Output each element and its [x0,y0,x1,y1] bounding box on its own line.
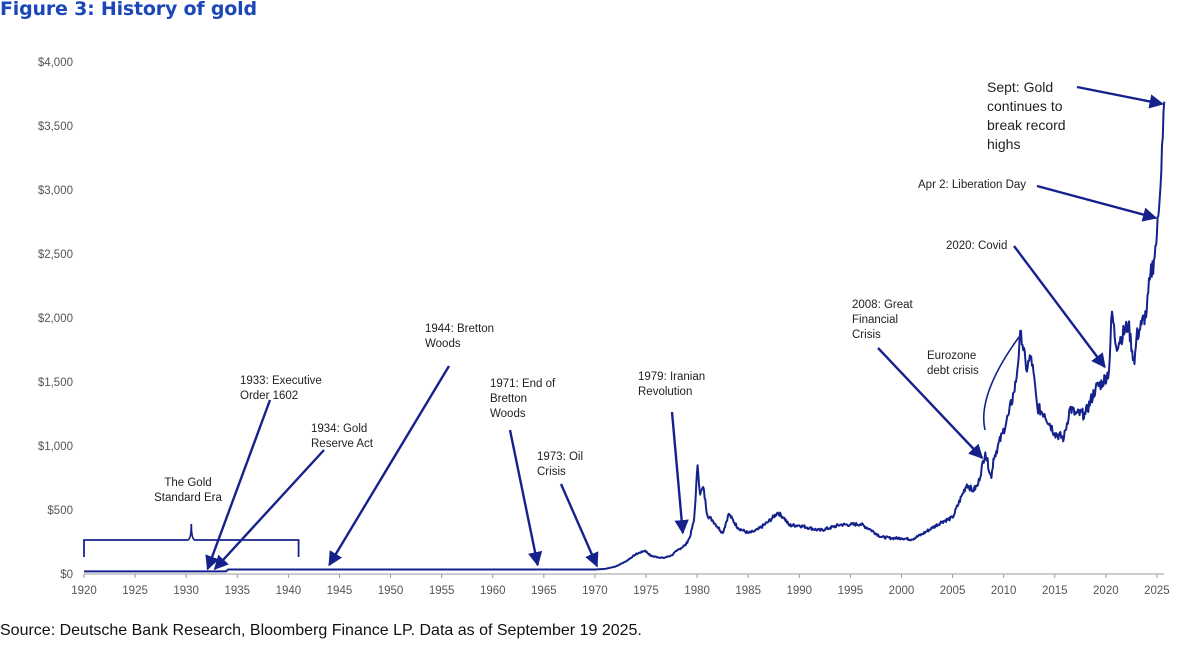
source-note: Source: Deutsche Bank Research, Bloomber… [0,622,642,639]
gold-price-chart: $0 $500 $1,000 $1,500 $2,000 $2,500 $3,000 $3,5… [38,57,1170,597]
y-tick-label: $1,500 [38,377,73,389]
annotations: The Gold Standard Era 1933: Executive Order… [83,79,1164,571]
chart-title: Figure 3: History of gold [0,0,257,20]
annotation-gfc-line: Financial [852,314,898,326]
annotation-gold_reserve-line: Reserve Act [311,438,374,450]
y-tick-label: $2,000 [38,313,73,325]
annotation-eurozone-line: Eurozone [927,350,976,362]
y-tick-label: $4,000 [38,57,73,69]
x-tick-label: 2005 [940,585,966,597]
annotation-end_bretton-line: Woods [490,408,526,420]
annotation-gfc-line: 2008: Great [852,299,914,311]
annotation-sept-line: Sept: Gold [987,79,1053,95]
x-tick-label: 1925 [122,585,148,597]
annotation-covid-line: 2020: Covid [946,240,1007,252]
annotation-liberation-line: Apr 2: Liberation Day [918,179,1026,191]
annotation-end_bretton-line: Bretton [490,393,527,405]
x-axis-ticks: 1920 1925 1930 1935 1940 1945 1950 1955 1960 1965… [71,585,1170,597]
annotation-sept-line: highs [987,136,1020,152]
annotation-sept-line: continues to [987,98,1063,114]
arrow-eo1602 [205,399,272,571]
x-tick-label: 2000 [889,585,915,597]
x-tick-label: 1950 [378,585,404,597]
x-tick-label: 1920 [71,585,97,597]
annotation-iran-line: Revolution [638,386,692,398]
x-tick-label: 1965 [531,585,557,597]
annotation-iran-line: 1979: Iranian [638,371,705,383]
y-tick-label: $3,500 [38,121,73,133]
annotation-eo1602-line: Order 1602 [240,390,298,402]
annotation-gold_standard-line: Standard Era [154,492,222,504]
annotation-eo1602-line: 1933: Executive [240,375,322,387]
annotation-oil-line: 1973: Oil [537,451,583,463]
x-axis-tick-marks [83,574,1158,578]
x-tick-label: 2010 [991,585,1017,597]
annotation-gfc-line: Crisis [852,329,881,341]
x-tick-label: 2020 [1093,585,1119,597]
annotation-eurozone-line: debt crisis [927,365,979,377]
y-tick-label: $500 [47,505,73,517]
arrow-liberation [1036,184,1158,222]
x-tick-label: 1980 [684,585,710,597]
y-axis-ticks: $0 $500 $1,000 $1,500 $2,000 $2,500 $3,000 $3,5… [38,57,73,581]
annotation-sept-line: break record [987,117,1066,133]
x-tick-label: 1940 [276,585,302,597]
arrow-bretton [328,365,451,567]
x-tick-label: 2025 [1144,585,1170,597]
annotation-gold_reserve-line: 1934: Gold [311,423,367,435]
x-tick-label: 1985 [735,585,761,597]
annotation-end_bretton-line: 1971: End of [490,378,556,390]
arrow-end-bretton [508,429,543,567]
arrow-gfc [877,347,984,460]
arrow-oil [559,483,599,568]
arrow-iran [670,411,689,535]
annotation-bretton-line: Woods [425,338,461,350]
x-tick-label: 1945 [327,585,353,597]
x-tick-label: 1930 [173,585,199,597]
arrow-covid [1013,245,1106,369]
x-tick-label: 1960 [480,585,506,597]
y-tick-label: $3,000 [38,185,73,197]
x-tick-label: 2015 [1042,585,1068,597]
x-tick-label: 1970 [582,585,608,597]
arrow-gold-reserve [213,449,325,571]
annotation-oil-line: Crisis [537,466,566,478]
x-tick-label: 1955 [429,585,455,597]
x-tick-label: 1990 [786,585,812,597]
x-tick-label: 1935 [224,585,250,597]
gold-price-line [84,101,1166,573]
y-tick-label: $1,000 [38,441,73,453]
x-tick-label: 1975 [633,585,659,597]
annotation-bretton-line: 1944: Bretton [425,323,494,335]
annotation-gold_standard-line: The Gold [164,477,211,489]
y-tick-label: $2,500 [38,249,73,261]
x-tick-label: 1995 [838,585,864,597]
gold-standard-bracket [83,523,300,557]
arrow-sept [1076,85,1164,109]
y-tick-label: $0 [60,569,73,581]
eurozone-bracket [982,336,1020,431]
